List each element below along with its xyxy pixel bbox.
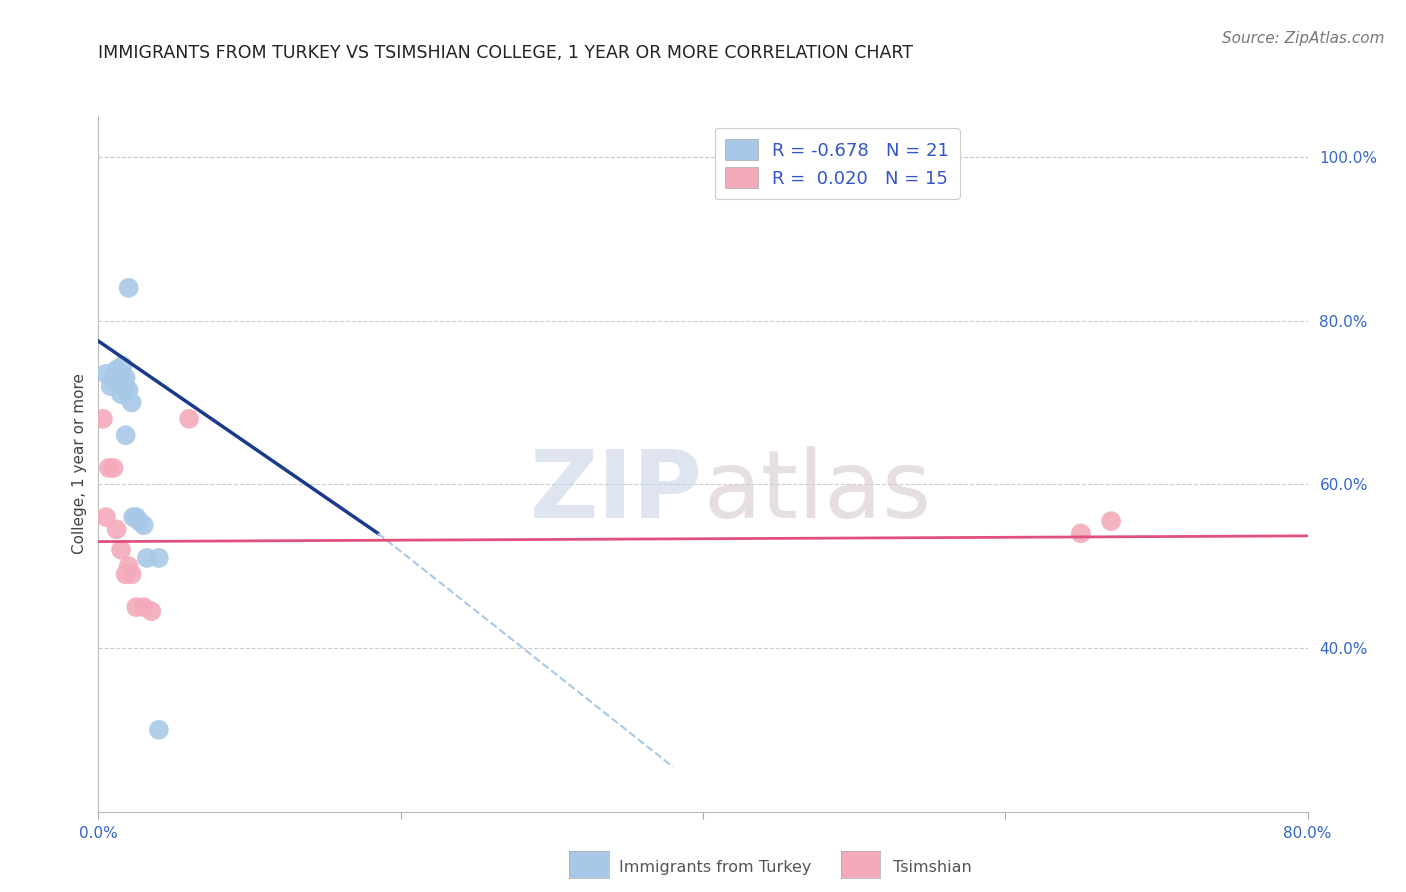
Point [103,371,125,385]
Point [148,723,170,737]
Point [103,461,125,475]
Point [105,362,128,376]
Point [110,387,132,401]
Point [100,379,122,393]
Point [132,518,155,533]
Point [114,383,136,397]
Point [118,559,141,574]
Point [121,567,143,582]
Point [114,371,136,385]
Text: Immigrants from Turkey: Immigrants from Turkey [619,860,811,874]
Point [125,510,148,524]
Text: Tsimshian: Tsimshian [893,860,972,874]
Point [98,461,121,475]
Point [122,510,145,524]
Point [94,367,117,381]
Y-axis label: College, 1 year or more: College, 1 year or more [72,374,87,554]
Point [179,412,201,426]
Point [148,551,170,566]
Point [135,551,157,566]
Point [110,542,132,557]
Point [1070,526,1092,541]
Point [91,412,114,426]
Point [125,600,148,615]
Text: atlas: atlas [703,446,931,538]
Point [111,359,134,373]
Text: IMMIGRANTS FROM TURKEY VS TSIMSHIAN COLLEGE, 1 YEAR OR MORE CORRELATION CHART: IMMIGRANTS FROM TURKEY VS TSIMSHIAN COLL… [98,45,914,62]
Text: ZIP: ZIP [530,446,703,538]
Text: Source: ZipAtlas.com: Source: ZipAtlas.com [1222,31,1385,46]
Point [114,428,136,442]
Point [114,567,136,582]
Point [110,367,132,381]
Point [105,522,128,536]
Point [121,395,143,409]
Point [94,510,117,524]
Point [132,600,155,615]
Point [1099,514,1122,528]
Point [141,604,163,618]
Point [118,281,141,295]
Legend: R = -0.678   N = 21, R =  0.020   N = 15: R = -0.678 N = 21, R = 0.020 N = 15 [714,128,960,199]
Point [107,375,129,389]
Point [118,383,141,397]
Point [128,514,150,528]
